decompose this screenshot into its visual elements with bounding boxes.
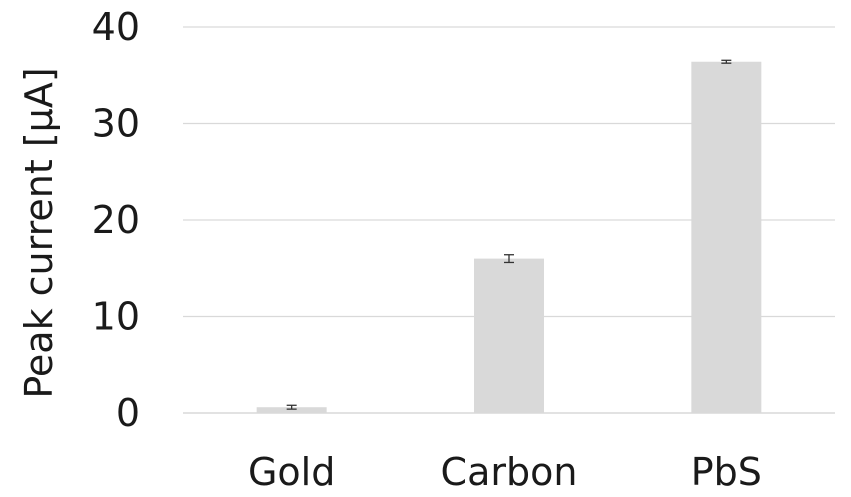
y-tick-label-10: 10 [92, 295, 140, 339]
y-tick-label-30: 30 [92, 102, 140, 146]
error-bars [286, 59, 732, 410]
y-tick-label-20: 20 [92, 198, 140, 242]
error-bar-carbon [504, 254, 514, 264]
x-category-label-pbs: PbS [691, 450, 762, 494]
bar-carbon [474, 258, 544, 413]
error-bar-gold [286, 404, 297, 410]
bars [256, 61, 762, 414]
error-bar-pbs [721, 59, 732, 64]
y-axis-title: Peak current [µA] [17, 67, 61, 398]
y-tick-labels: 0 10 20 30 40 [92, 5, 140, 435]
x-category-labels: Gold Carbon PbS [248, 450, 762, 494]
y-tick-label-40: 40 [92, 5, 140, 49]
y-tick-label-0: 0 [116, 391, 140, 435]
bar-pbs [691, 61, 762, 414]
x-category-label-carbon: Carbon [441, 450, 578, 494]
x-category-label-gold: Gold [248, 450, 335, 494]
bar-gold [256, 407, 327, 413]
